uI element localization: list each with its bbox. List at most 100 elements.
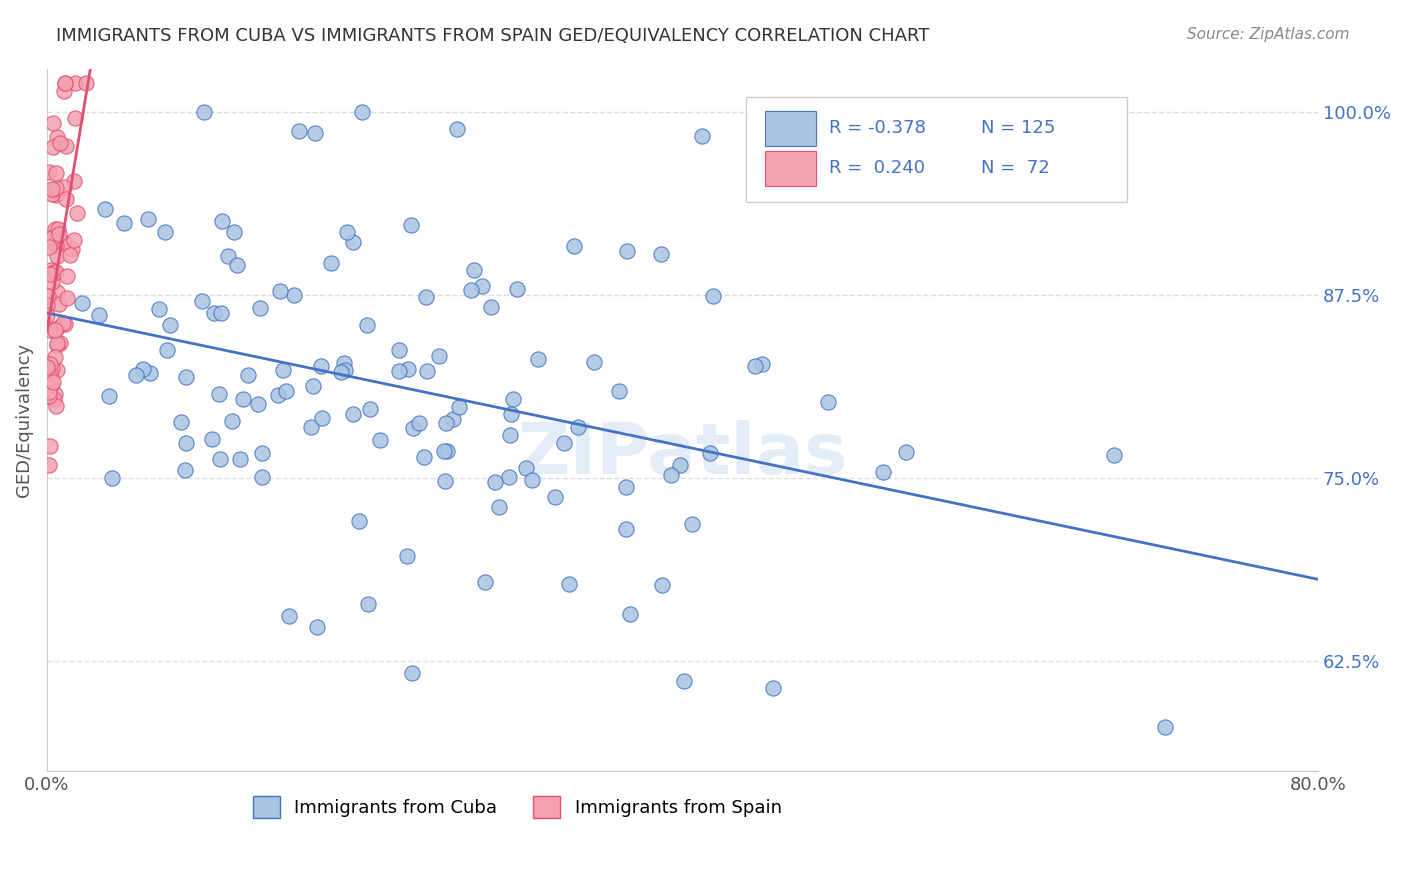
Point: [616, 244, 638, 258]
Point: [269, 284, 291, 298]
Point: [434, 416, 457, 430]
Point: [249, 301, 271, 315]
Point: [44, 387, 66, 401]
Point: [170, 415, 193, 429]
Point: [45, 165, 67, 179]
Point: [41, 235, 63, 250]
Point: [46, 232, 69, 246]
Point: [153, 225, 176, 239]
Point: [136, 211, 159, 226]
Point: [38, 165, 60, 179]
Point: [63, 111, 86, 125]
Text: Source: ZipAtlas.com: Source: ZipAtlas.com: [1187, 27, 1350, 42]
Point: [276, 384, 298, 398]
Point: [42, 375, 65, 389]
Point: [651, 578, 673, 592]
Point: [488, 500, 510, 514]
Point: [156, 343, 179, 358]
Point: [744, 359, 766, 373]
Text: IMMIGRANTS FROM CUBA VS IMMIGRANTS FROM SPAIN GED/EQUIVALENCY CORRELATION CHART: IMMIGRANTS FROM CUBA VS IMMIGRANTS FROM …: [56, 27, 929, 45]
FancyBboxPatch shape: [765, 111, 815, 145]
Point: [41, 275, 63, 289]
Point: [49, 335, 72, 350]
Point: [412, 450, 434, 464]
Point: [42, 230, 65, 244]
Point: [46, 249, 69, 263]
Point: [567, 419, 589, 434]
Point: [506, 282, 529, 296]
Point: [201, 432, 224, 446]
Point: [52, 235, 75, 250]
Point: [751, 358, 773, 372]
Point: [131, 361, 153, 376]
Point: [94, 202, 117, 216]
Y-axis label: GED/Equivalency: GED/Equivalency: [15, 343, 32, 497]
Point: [89, 308, 111, 322]
Text: ZIPatlas: ZIPatlas: [517, 420, 848, 489]
Point: [48, 227, 70, 241]
Point: [63, 76, 86, 90]
Point: [336, 225, 359, 239]
Point: [681, 517, 703, 532]
Point: [368, 434, 391, 448]
Point: [45, 238, 67, 252]
Point: [1102, 448, 1125, 462]
Point: [250, 470, 273, 484]
Point: [484, 475, 506, 489]
Point: [55, 138, 77, 153]
Point: [42, 265, 65, 279]
Point: [692, 129, 714, 144]
Point: [37, 309, 59, 323]
Point: [277, 609, 299, 624]
Point: [59, 248, 82, 262]
Point: [98, 389, 121, 403]
Point: [229, 452, 252, 467]
Point: [48, 297, 70, 311]
Point: [46, 285, 69, 300]
Point: [148, 301, 170, 316]
Point: [402, 421, 425, 435]
Point: [762, 681, 785, 696]
Point: [305, 620, 328, 634]
Point: [702, 288, 724, 302]
Point: [395, 549, 418, 563]
Point: [583, 355, 606, 369]
Point: [304, 126, 326, 140]
Point: [52, 84, 75, 98]
Point: [301, 378, 323, 392]
Point: [311, 411, 333, 425]
Point: [112, 216, 135, 230]
Point: [53, 180, 76, 194]
Point: [520, 473, 543, 487]
Point: [474, 575, 496, 590]
Point: [872, 465, 894, 479]
Point: [53, 76, 76, 90]
FancyBboxPatch shape: [747, 96, 1128, 202]
Point: [45, 129, 67, 144]
Point: [401, 666, 423, 681]
Point: [283, 288, 305, 302]
Point: [479, 300, 502, 314]
Point: [544, 490, 567, 504]
Point: [45, 187, 67, 202]
Point: [42, 140, 65, 154]
Point: [45, 399, 67, 413]
Point: [607, 384, 630, 398]
Point: [329, 365, 352, 379]
Point: [441, 411, 464, 425]
Point: [38, 359, 60, 374]
Point: [558, 577, 581, 591]
Point: [672, 674, 695, 689]
Point: [44, 350, 66, 364]
Point: [63, 174, 86, 188]
Point: [39, 378, 62, 392]
Point: [619, 607, 641, 622]
Point: [221, 414, 243, 428]
Point: [208, 451, 231, 466]
Text: N =  72: N = 72: [981, 160, 1050, 178]
Text: R =  0.240: R = 0.240: [828, 160, 925, 178]
Point: [416, 364, 439, 378]
Point: [246, 397, 269, 411]
Point: [52, 316, 75, 330]
Point: [299, 420, 322, 434]
